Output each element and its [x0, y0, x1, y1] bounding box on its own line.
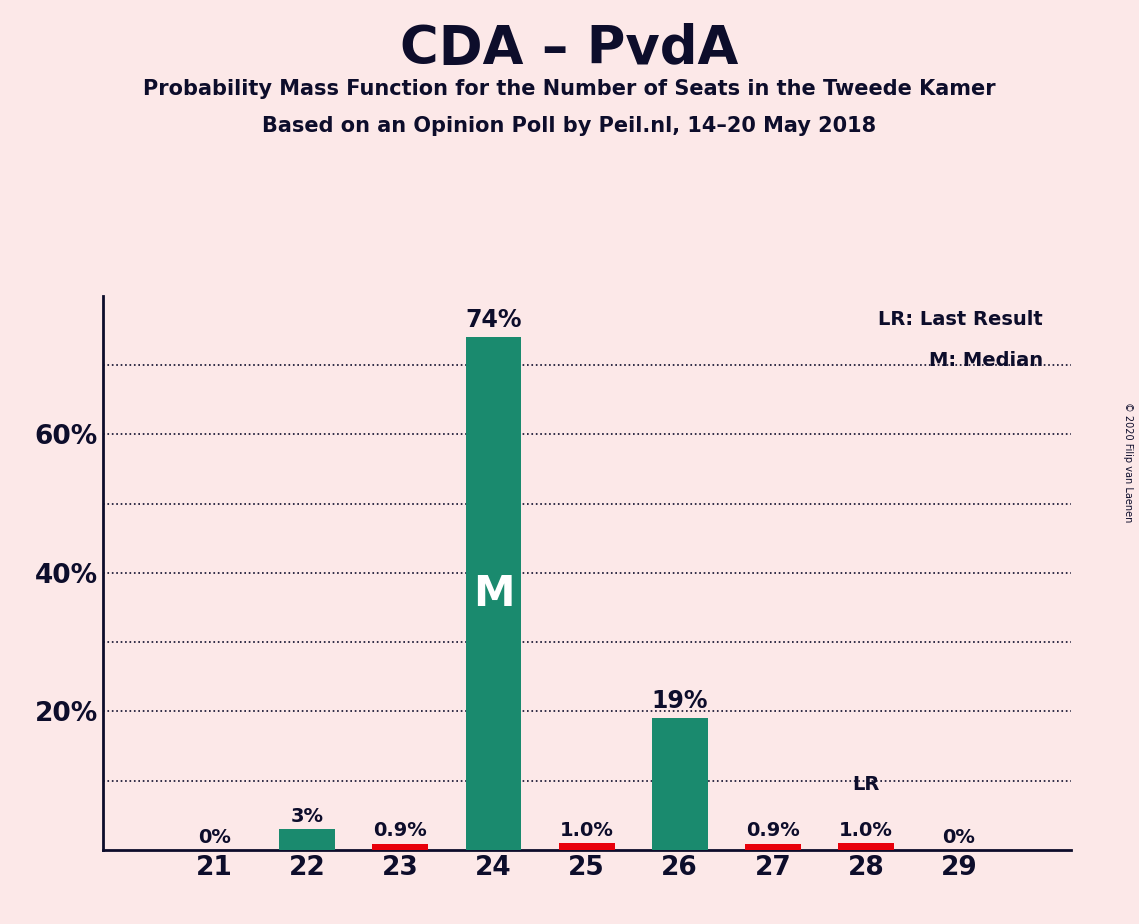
Bar [838, 843, 894, 850]
Text: 1.0%: 1.0% [559, 821, 614, 840]
Text: M: M [473, 573, 514, 614]
Text: 0%: 0% [198, 828, 231, 846]
Text: Based on an Opinion Poll by Peil.nl, 14–20 May 2018: Based on an Opinion Poll by Peil.nl, 14–… [262, 116, 877, 136]
Bar [372, 844, 428, 850]
Bar [745, 844, 801, 850]
Text: Probability Mass Function for the Number of Seats in the Tweede Kamer: Probability Mass Function for the Number… [144, 79, 995, 99]
Text: 0.9%: 0.9% [746, 821, 800, 841]
Text: 74%: 74% [465, 308, 522, 332]
Bar [466, 337, 522, 850]
Bar [652, 719, 707, 850]
Text: 3%: 3% [290, 807, 323, 826]
Bar [745, 844, 801, 850]
Bar [279, 830, 335, 850]
Text: 19%: 19% [652, 689, 708, 713]
Text: LR: LR [852, 774, 879, 794]
Text: 0.9%: 0.9% [374, 821, 427, 841]
Bar [558, 843, 615, 850]
Bar [558, 843, 615, 850]
Text: 1.0%: 1.0% [839, 821, 893, 840]
Text: M: Median: M: Median [928, 351, 1042, 371]
Text: CDA – PvdA: CDA – PvdA [400, 23, 739, 75]
Bar [372, 844, 428, 850]
Bar [838, 843, 894, 850]
Text: © 2020 Filip van Laenen: © 2020 Filip van Laenen [1123, 402, 1133, 522]
Text: LR: Last Result: LR: Last Result [878, 310, 1042, 329]
Text: 0%: 0% [942, 828, 975, 846]
